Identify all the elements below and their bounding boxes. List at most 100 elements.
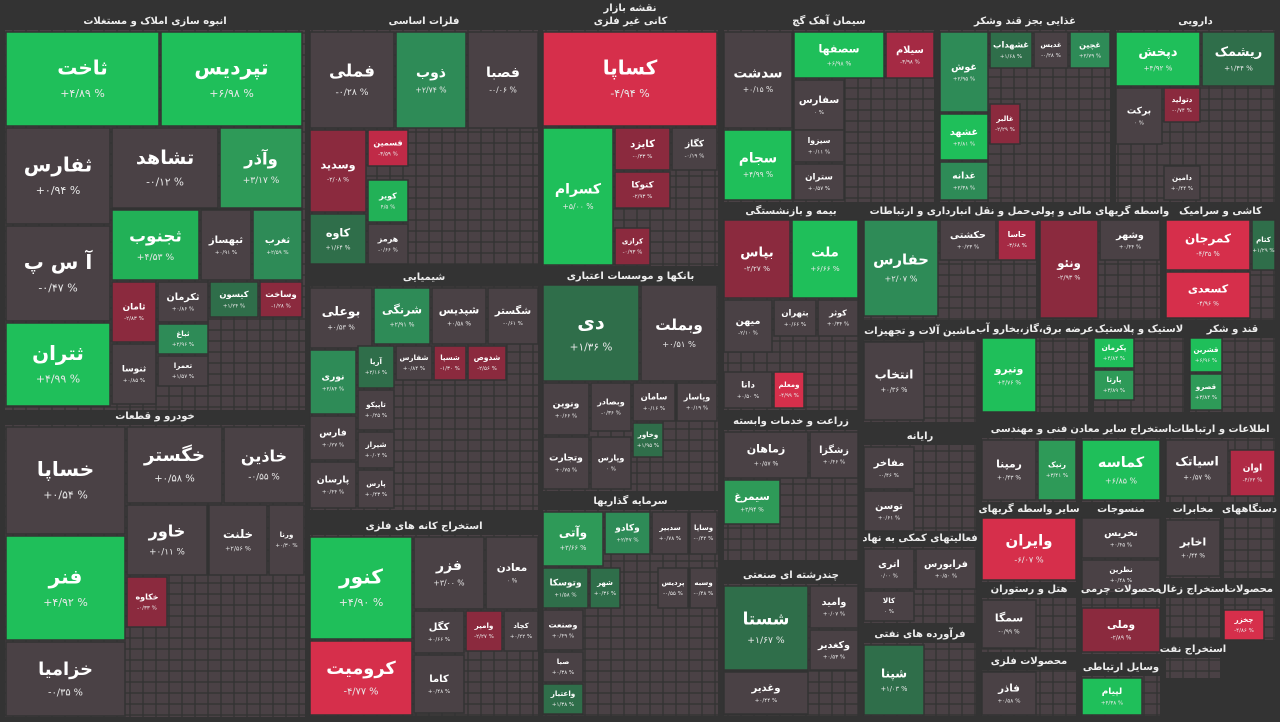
stock-label: فملی <box>329 61 375 81</box>
stock-tile <box>614 127 671 171</box>
sector-title: استخراج کانه های فلزی <box>365 521 482 532</box>
stock-tile <box>5 322 111 407</box>
stock-label: شیراز <box>364 440 386 449</box>
stock-tile <box>373 287 431 345</box>
stock-label: غدانه <box>952 172 976 182</box>
stock-tile <box>433 345 467 381</box>
stock-label: خلنت <box>223 527 253 541</box>
stock-change: +۰/۳۴ % <box>827 322 849 328</box>
stock-label: اتری <box>878 559 900 570</box>
stock-tile <box>863 446 915 490</box>
stock-tile <box>465 610 503 652</box>
stock-label: نطرین <box>1109 565 1133 574</box>
stock-label: شسپا <box>440 354 460 362</box>
stock-change: +۰/۲۷ % <box>322 442 344 448</box>
stock-label: غچین <box>1079 41 1101 50</box>
stock-label: زشگزا <box>819 444 849 456</box>
stock-change: -۳/۹۸ % <box>900 60 920 66</box>
stock-tile <box>809 431 859 479</box>
stock-change: -۰/۹۳ % <box>623 249 643 255</box>
stock-change: +۲/۳۸ % <box>953 185 975 191</box>
stock-change: +۴/۹۹ % <box>743 170 773 179</box>
stock-tile <box>1163 87 1201 123</box>
stock-label: شگستر <box>494 304 531 317</box>
stock-change: -۰/۵۵ % <box>248 473 279 483</box>
stock-tile <box>309 129 367 213</box>
stock-label: وپارس <box>598 454 625 464</box>
stock-label: کوثر <box>828 309 847 318</box>
stock-label: تعمرا <box>174 361 193 370</box>
stock-tile <box>542 651 584 683</box>
sector-title: رایانه <box>907 431 934 442</box>
stock-label: سجام <box>739 150 777 166</box>
sector-title: خودرو و قطعات <box>115 411 195 422</box>
sector-area <box>1224 518 1275 578</box>
stock-change: +۰/۵۳ % <box>823 655 845 661</box>
stock-tile <box>542 31 718 127</box>
stock-label: شدوص <box>474 353 501 362</box>
stock-tile <box>1069 31 1111 69</box>
stock-tile <box>309 640 413 716</box>
stock-tile <box>126 426 223 504</box>
stock-change: -۰/۲۸ % <box>335 87 368 98</box>
stock-change: +۵/۰۰ % <box>562 202 593 211</box>
stock-label: حاسا <box>1008 230 1027 239</box>
stock-change: +۶/۹۸ % <box>827 60 852 67</box>
stock-label: نخریس <box>1104 528 1138 539</box>
stock-tile <box>1189 373 1223 411</box>
stock-tile <box>981 337 1037 413</box>
stock-label: وبملت <box>655 316 703 334</box>
stock-tile <box>793 163 845 201</box>
stock-label: شرنگی <box>382 302 422 316</box>
stock-label: سامان <box>641 392 668 402</box>
stock-tile <box>542 436 590 490</box>
stock-tile <box>1081 439 1161 501</box>
sector-title: وسایل ارتباطی <box>1083 662 1159 673</box>
stock-tile <box>1223 609 1265 641</box>
stock-tile <box>614 227 651 266</box>
stock-change: +۰/۶۱ % <box>878 516 900 522</box>
stock-label: وتوسکا <box>549 579 581 589</box>
stock-tile <box>111 343 157 405</box>
stock-change: +۰/۸۴ % <box>403 366 425 372</box>
stock-tile <box>1037 439 1077 501</box>
stock-label: زماهان <box>747 443 786 456</box>
stock-change: +۰/۶۶ % <box>555 413 577 419</box>
sector-title: انبوه سازی املاک و مستغلات <box>83 16 226 27</box>
stock-tile <box>1229 449 1276 497</box>
stock-tile <box>542 567 589 609</box>
stock-label: آریا <box>370 356 383 366</box>
stock-label: ثکرمان <box>167 292 200 303</box>
sector-title: محصولات فلزی <box>991 656 1068 667</box>
stock-tile <box>5 426 126 535</box>
sector-title: کاشی و سرامیک <box>1179 206 1262 217</box>
stock-change: -۰/۴۸ % <box>694 591 714 597</box>
stock-tile <box>885 31 935 79</box>
stock-change: +۰/۰۴ % <box>365 453 387 459</box>
stock-label: شپنا <box>881 667 907 681</box>
stock-tile <box>1165 271 1251 319</box>
stock-tile <box>219 127 303 209</box>
stock-tile <box>657 567 689 609</box>
stock-label: پارتا <box>1107 375 1122 384</box>
stock-change: -۰/۶۱ % <box>503 321 523 327</box>
stock-label: کچاد <box>513 622 529 630</box>
stock-label: غالبر <box>995 115 1013 123</box>
sector-title: ماشین آلات و تجهیزات <box>864 324 976 337</box>
stock-label: وتجارت <box>549 453 583 464</box>
stock-change: -۰/۳۶ % <box>601 411 621 417</box>
stock-change: +۱/۶۷ % <box>747 635 785 646</box>
stock-change: +۳/۰۰ % <box>433 579 464 588</box>
stock-tile <box>111 127 219 209</box>
stock-label: سدبیر <box>658 523 680 532</box>
stock-change: +۲/۵۶ % <box>225 545 251 553</box>
stock-change: +۱/۵۷ % <box>172 374 194 380</box>
stock-label: خگستر <box>143 444 205 466</box>
stock-tile <box>989 31 1033 69</box>
stock-tile <box>793 31 885 79</box>
stock-label: توسن <box>875 501 903 512</box>
stock-label: خاذین <box>241 447 287 466</box>
sector-title: فنی و مهندسی <box>991 424 1068 435</box>
